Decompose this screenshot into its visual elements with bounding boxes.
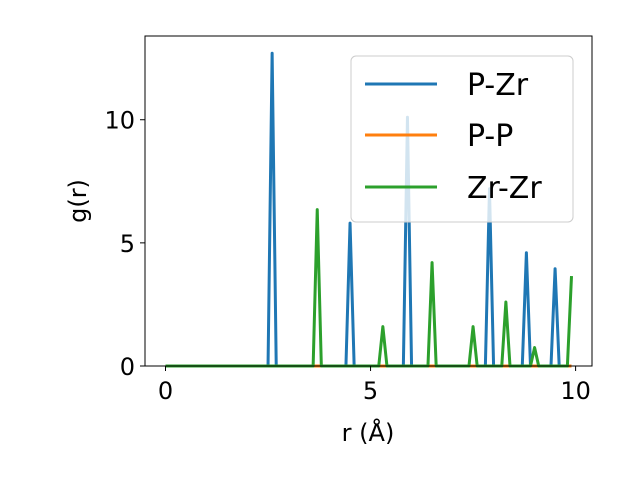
x-tick-label: 0 bbox=[158, 377, 173, 405]
legend-label-zr-zr: Zr-Zr bbox=[467, 171, 542, 206]
series-line-zr-zr bbox=[165, 208, 573, 368]
legend-box bbox=[350, 55, 574, 223]
x-tick-label: 5 bbox=[363, 377, 378, 405]
y-tick-label: 10 bbox=[104, 107, 135, 135]
x-axis-label: r (Å) bbox=[342, 418, 395, 447]
legend: P-Zr P-P Zr-Zr bbox=[350, 55, 574, 223]
y-axis-label: g(r) bbox=[64, 179, 92, 223]
x-tick-label: 10 bbox=[560, 377, 591, 405]
plot-frame bbox=[144, 35, 593, 367]
legend-label-p-p: P-P bbox=[467, 119, 513, 154]
legend-label-p-zr: P-Zr bbox=[467, 68, 529, 103]
y-tick-label: 5 bbox=[120, 230, 135, 258]
y-tick-label: 0 bbox=[120, 353, 135, 381]
tick-layer: 0 5 10 0 5 10 bbox=[104, 107, 590, 405]
